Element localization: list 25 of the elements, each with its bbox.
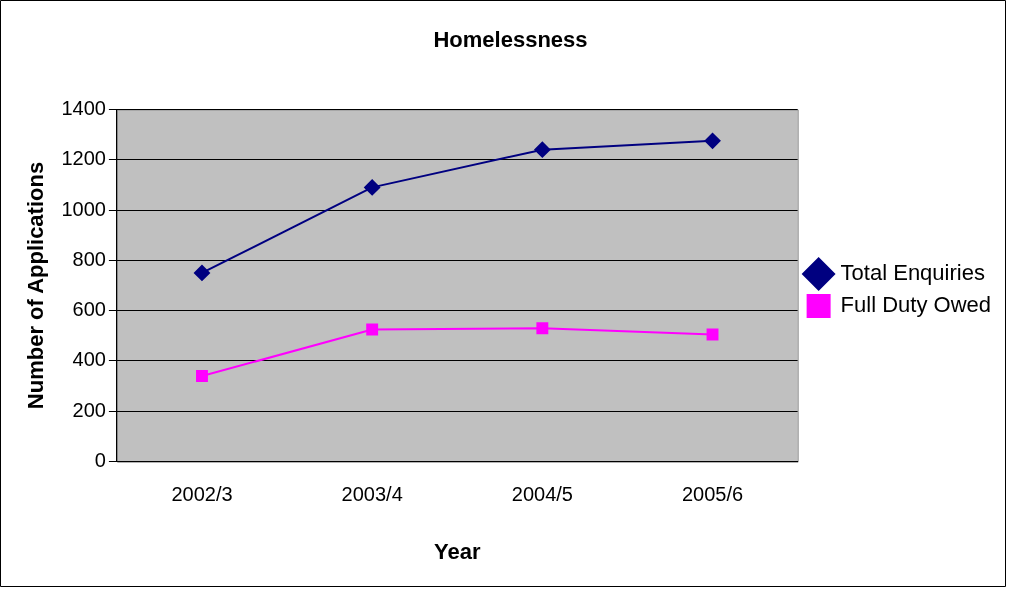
- point: [706, 328, 719, 341]
- y-tick-label: 0: [94, 449, 106, 472]
- chart-title: Homelessness: [433, 27, 588, 53]
- point: [536, 322, 549, 335]
- point: [364, 179, 381, 196]
- y-tick-label: 1000: [61, 197, 106, 220]
- point: [196, 370, 208, 383]
- point: [366, 323, 379, 336]
- y-tick-label: 1200: [61, 147, 106, 170]
- x-tick-label: 2003/4: [341, 483, 403, 506]
- y-tick-label: 800: [72, 247, 106, 270]
- y-tick-label: 200: [72, 398, 106, 421]
- x-tick-label: 2004/5: [511, 483, 573, 506]
- legend-label: Full Duty Owed: [840, 292, 992, 318]
- point: [704, 132, 721, 149]
- y-tick-label: 400: [72, 348, 106, 371]
- legend-label: Total Enquiries: [840, 260, 985, 286]
- x-tick-label: 2005/6: [681, 483, 744, 506]
- x-tick-label: 2002/3: [171, 483, 233, 506]
- point: [534, 141, 551, 158]
- y-axis-title: Number of Applications: [23, 161, 49, 410]
- x-axis-title: Year: [434, 538, 481, 564]
- point: [193, 264, 210, 281]
- y-tick-label: 1400: [61, 96, 106, 119]
- y-tick-label: 600: [72, 298, 106, 321]
